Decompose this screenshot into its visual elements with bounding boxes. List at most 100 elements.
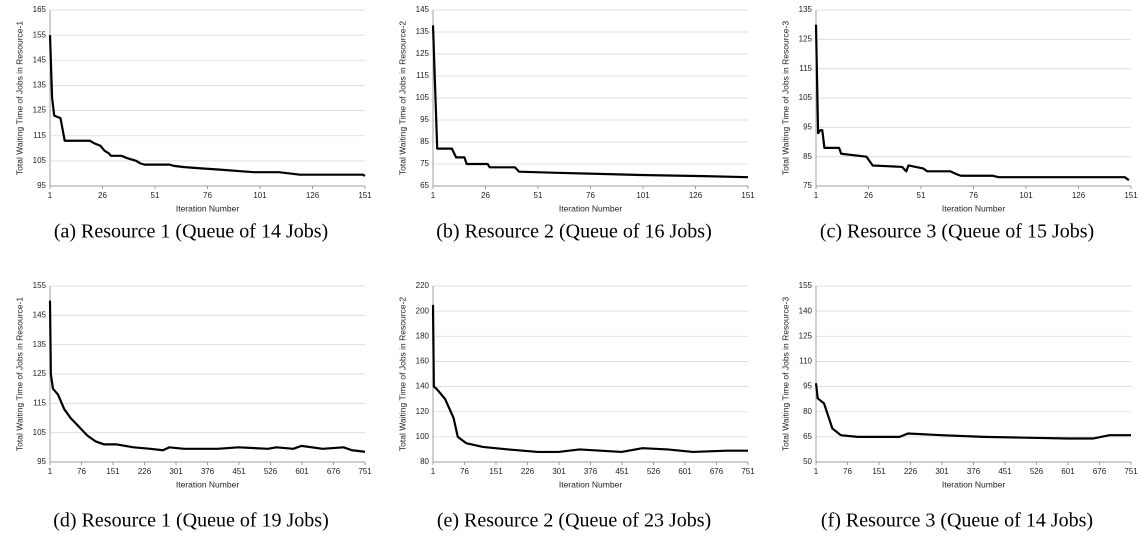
- y-tick-label: 105: [416, 93, 430, 102]
- x-tick-label: 1: [48, 467, 53, 476]
- y-tick-label: 50: [803, 457, 812, 466]
- x-tick-label: 226: [138, 467, 152, 476]
- x-axis-label: Iteration Number: [176, 203, 239, 213]
- y-tick-label: 100: [416, 432, 430, 441]
- y-tick-label: 155: [33, 281, 47, 290]
- x-tick-label: 226: [904, 467, 918, 476]
- x-tick-label: 1: [814, 191, 819, 200]
- y-tick-label: 105: [799, 93, 813, 102]
- y-tick-label: 95: [803, 122, 812, 131]
- x-tick-label: 101: [253, 191, 267, 200]
- x-tick-label: 101: [636, 191, 650, 200]
- x-axis-label: Iteration Number: [176, 479, 239, 489]
- y-tick-label: 115: [416, 71, 429, 80]
- y-tick-label: 105: [33, 428, 47, 437]
- y-tick-label: 80: [803, 407, 812, 416]
- x-tick-label: 151: [489, 467, 503, 476]
- y-tick-label: 200: [416, 306, 430, 315]
- x-tick-label: 601: [295, 467, 309, 476]
- y-axis-label: Total Waiting Time of Jobs in Resource-1: [14, 297, 24, 451]
- y-tick-label: 145: [416, 5, 430, 14]
- data-line: [814, 24, 1130, 182]
- x-tick-label: 76: [969, 191, 978, 200]
- x-tick-label: 301: [169, 467, 183, 476]
- x-tick-label: 751: [358, 467, 372, 476]
- data-line: [814, 383, 1131, 440]
- y-tick-label: 115: [33, 398, 46, 407]
- y-tick-label: 165: [33, 5, 47, 14]
- x-tick-label: 51: [151, 191, 160, 200]
- x-tick-label: 151: [741, 191, 755, 200]
- x-tick-label: 76: [460, 467, 469, 476]
- y-tick-label: 80: [420, 457, 429, 466]
- x-tick-label: 51: [534, 191, 543, 200]
- x-tick-label: 26: [481, 191, 490, 200]
- x-tick-label: 451: [232, 467, 246, 476]
- y-tick-label: 155: [799, 281, 813, 290]
- y-tick-label: 125: [416, 49, 430, 58]
- data-line: [48, 300, 366, 453]
- y-axis-label: Total Waiting Time of Jobs in Resource-3: [780, 21, 790, 175]
- y-tick-label: 135: [799, 5, 813, 14]
- y-tick-label: 145: [33, 55, 47, 64]
- x-axis-label: Iteration Number: [942, 479, 1005, 489]
- x-tick-label: 526: [264, 467, 278, 476]
- x-tick-label: 751: [1124, 467, 1138, 476]
- y-tick-label: 135: [33, 81, 47, 90]
- y-tick-label: 65: [420, 181, 429, 190]
- x-tick-label: 1: [431, 191, 436, 200]
- x-tick-label: 126: [1072, 191, 1086, 200]
- x-tick-label: 101: [1019, 191, 1033, 200]
- x-tick-label: 51: [917, 191, 926, 200]
- y-tick-label: 75: [803, 181, 812, 190]
- x-tick-label: 376: [584, 467, 598, 476]
- y-tick-label: 155: [33, 30, 47, 39]
- y-tick-label: 140: [416, 382, 430, 391]
- y-tick-label: 75: [420, 159, 429, 168]
- y-tick-label: 105: [33, 156, 47, 165]
- x-tick-label: 1: [48, 191, 53, 200]
- caption: (a) Resource 1 (Queue of 14 Jobs): [54, 221, 328, 243]
- y-tick-label: 125: [33, 106, 47, 115]
- x-tick-label: 26: [98, 191, 107, 200]
- x-tick-label: 151: [1124, 191, 1138, 200]
- x-tick-label: 76: [77, 467, 86, 476]
- x-tick-label: 151: [872, 467, 886, 476]
- y-tick-label: 85: [803, 152, 812, 161]
- caption: (f) Resource 3 (Queue of 14 Jobs): [821, 510, 1093, 532]
- x-tick-label: 126: [306, 191, 320, 200]
- y-tick-label: 135: [33, 340, 47, 349]
- x-tick-label: 526: [1030, 467, 1044, 476]
- x-tick-label: 226: [521, 467, 535, 476]
- y-tick-label: 145: [33, 310, 47, 319]
- y-tick-label: 95: [37, 181, 46, 190]
- x-tick-label: 1: [814, 467, 819, 476]
- x-tick-label: 601: [678, 467, 692, 476]
- x-tick-label: 676: [1093, 467, 1107, 476]
- y-axis-label: Total Waiting Time of Jobs in Resource-2: [397, 21, 407, 175]
- x-tick-label: 26: [864, 191, 873, 200]
- y-tick-label: 160: [416, 357, 430, 366]
- y-tick-label: 135: [416, 27, 430, 36]
- y-tick-label: 125: [799, 34, 813, 43]
- y-tick-label: 125: [799, 331, 813, 340]
- y-tick-label: 95: [37, 457, 46, 466]
- data-line: [431, 25, 749, 179]
- x-tick-label: 151: [358, 191, 372, 200]
- x-tick-label: 526: [647, 467, 661, 476]
- x-tick-label: 376: [967, 467, 981, 476]
- x-tick-label: 451: [615, 467, 629, 476]
- x-tick-label: 76: [843, 467, 852, 476]
- y-tick-label: 180: [416, 331, 430, 340]
- caption: (c) Resource 3 (Queue of 15 Jobs): [820, 221, 1094, 243]
- x-tick-label: 76: [203, 191, 212, 200]
- caption: (d) Resource 1 (Queue of 19 Jobs): [53, 510, 328, 532]
- x-axis-label: Iteration Number: [559, 203, 622, 213]
- y-tick-label: 115: [33, 131, 46, 140]
- x-tick-label: 301: [552, 467, 566, 476]
- y-tick-label: 65: [803, 432, 812, 441]
- x-tick-label: 151: [106, 467, 120, 476]
- y-tick-label: 115: [799, 64, 812, 73]
- y-tick-label: 220: [416, 281, 430, 290]
- x-tick-label: 126: [689, 191, 703, 200]
